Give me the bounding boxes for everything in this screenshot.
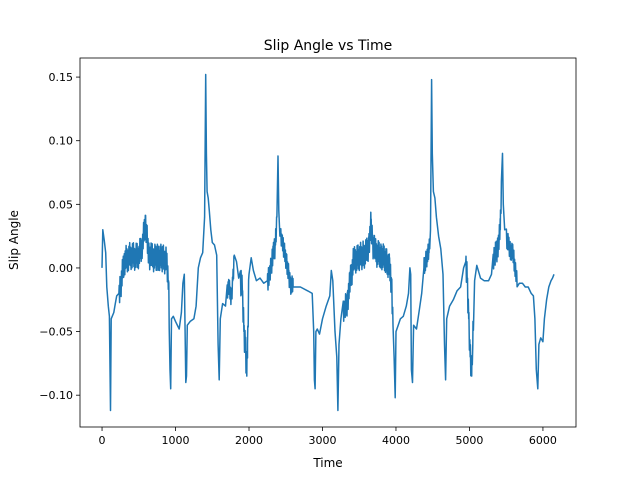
x-tick-label: 0 (99, 434, 106, 447)
x-tick-label: 2000 (235, 434, 263, 447)
x-tick-label: 1000 (162, 434, 190, 447)
y-tick-label: 0.05 (49, 198, 74, 211)
series-line (101, 73, 555, 412)
y-tick-label: 0.15 (49, 71, 74, 84)
x-tick-label: 6000 (529, 434, 557, 447)
y-tick-label: 0.00 (49, 262, 74, 275)
y-tick-label: −0.05 (39, 326, 73, 339)
x-tick-label: 4000 (382, 434, 410, 447)
chart-title: Slip Angle vs Time (264, 38, 393, 54)
y-tick-label: −0.10 (39, 389, 73, 402)
y-axis-label: Slip Angle (7, 210, 21, 270)
x-axis-label: Time (312, 456, 342, 470)
x-tick-label: 5000 (455, 434, 483, 447)
y-tick-label: 0.10 (49, 135, 74, 148)
plot-area: 0 1000 2000 3000 4000 5000 6000 −0.10 −0.05 0.00 0… (39, 57, 577, 447)
x-tick-label: 3000 (308, 434, 336, 447)
axes-frame (79, 57, 577, 428)
